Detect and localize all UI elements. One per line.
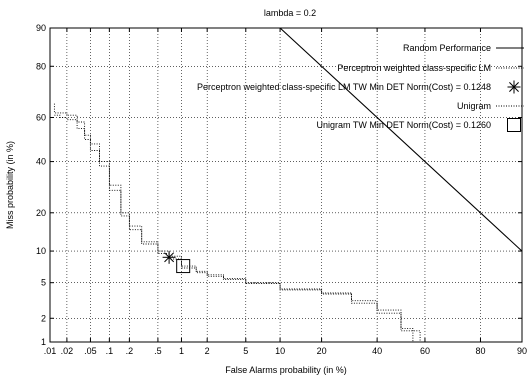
x-tick-label: .05 (84, 346, 97, 356)
grid (50, 28, 522, 342)
y-axis-title: Miss probability (in %) (5, 141, 15, 229)
x-tick-label: .01 (44, 346, 57, 356)
x-tick-label: 5 (243, 346, 248, 356)
legend-label: Perceptron weighted class-specific LM (337, 63, 491, 73)
y-tick-label: 40 (36, 157, 46, 167)
legend-label: Random Performance (403, 43, 491, 53)
legend-label: Unigram (457, 101, 491, 111)
marker-points (162, 250, 191, 274)
x-tick-label: .02 (61, 346, 74, 356)
legend-asterisk-swatch (507, 80, 521, 94)
y-tick-label: 2 (41, 313, 46, 323)
x-tick-label: 40 (372, 346, 382, 356)
series-line-random-performance (279, 27, 523, 252)
series-line-perceptron-weighted-class-specific-lm (53, 103, 414, 342)
x-tick-label: .5 (154, 346, 162, 356)
y-tick-label: 80 (36, 61, 46, 71)
x-tick-label: 90 (517, 346, 527, 356)
y-tick-label: 90 (36, 23, 46, 33)
x-tick-label: 10 (275, 346, 285, 356)
min-cost-square-marker (176, 259, 191, 274)
y-tick-label: 10 (36, 246, 46, 256)
x-tick-label: 1 (179, 346, 184, 356)
x-tick-label: 80 (475, 346, 485, 356)
x-tick-label: .1 (106, 346, 114, 356)
plot-frame (49, 27, 523, 343)
y-tick-label: 5 (41, 278, 46, 288)
series-lines (53, 27, 523, 342)
x-tick-label: .2 (126, 346, 134, 356)
y-tick-label: 20 (36, 208, 46, 218)
legend-square-swatch (507, 118, 521, 132)
min-cost-asterisk-marker (162, 250, 176, 264)
legend-label: Perceptron weighted class-specific LM TW… (197, 82, 491, 92)
legend: Random Performance Perceptron weighted cl… (197, 43, 524, 132)
x-tick-label: 20 (317, 346, 327, 356)
legend-label: Unigram TW Min DET Norm(Cost) = 0.1260 (317, 120, 491, 130)
y-tick-label: 60 (36, 112, 46, 122)
x-axis-title: False Alarms probability (in %) (225, 365, 347, 375)
x-tick-label: 2 (205, 346, 210, 356)
x-tick-label: 60 (420, 346, 430, 356)
y-tick-label: 1 (41, 337, 46, 347)
chart-title: lambda = 0.2 (264, 8, 316, 18)
axis-ticks: .01 .02 .05 .1 .2 .5 1 2 5 10 20 40 60 80 90 1 2 5 10 20 40 6… (36, 23, 527, 356)
